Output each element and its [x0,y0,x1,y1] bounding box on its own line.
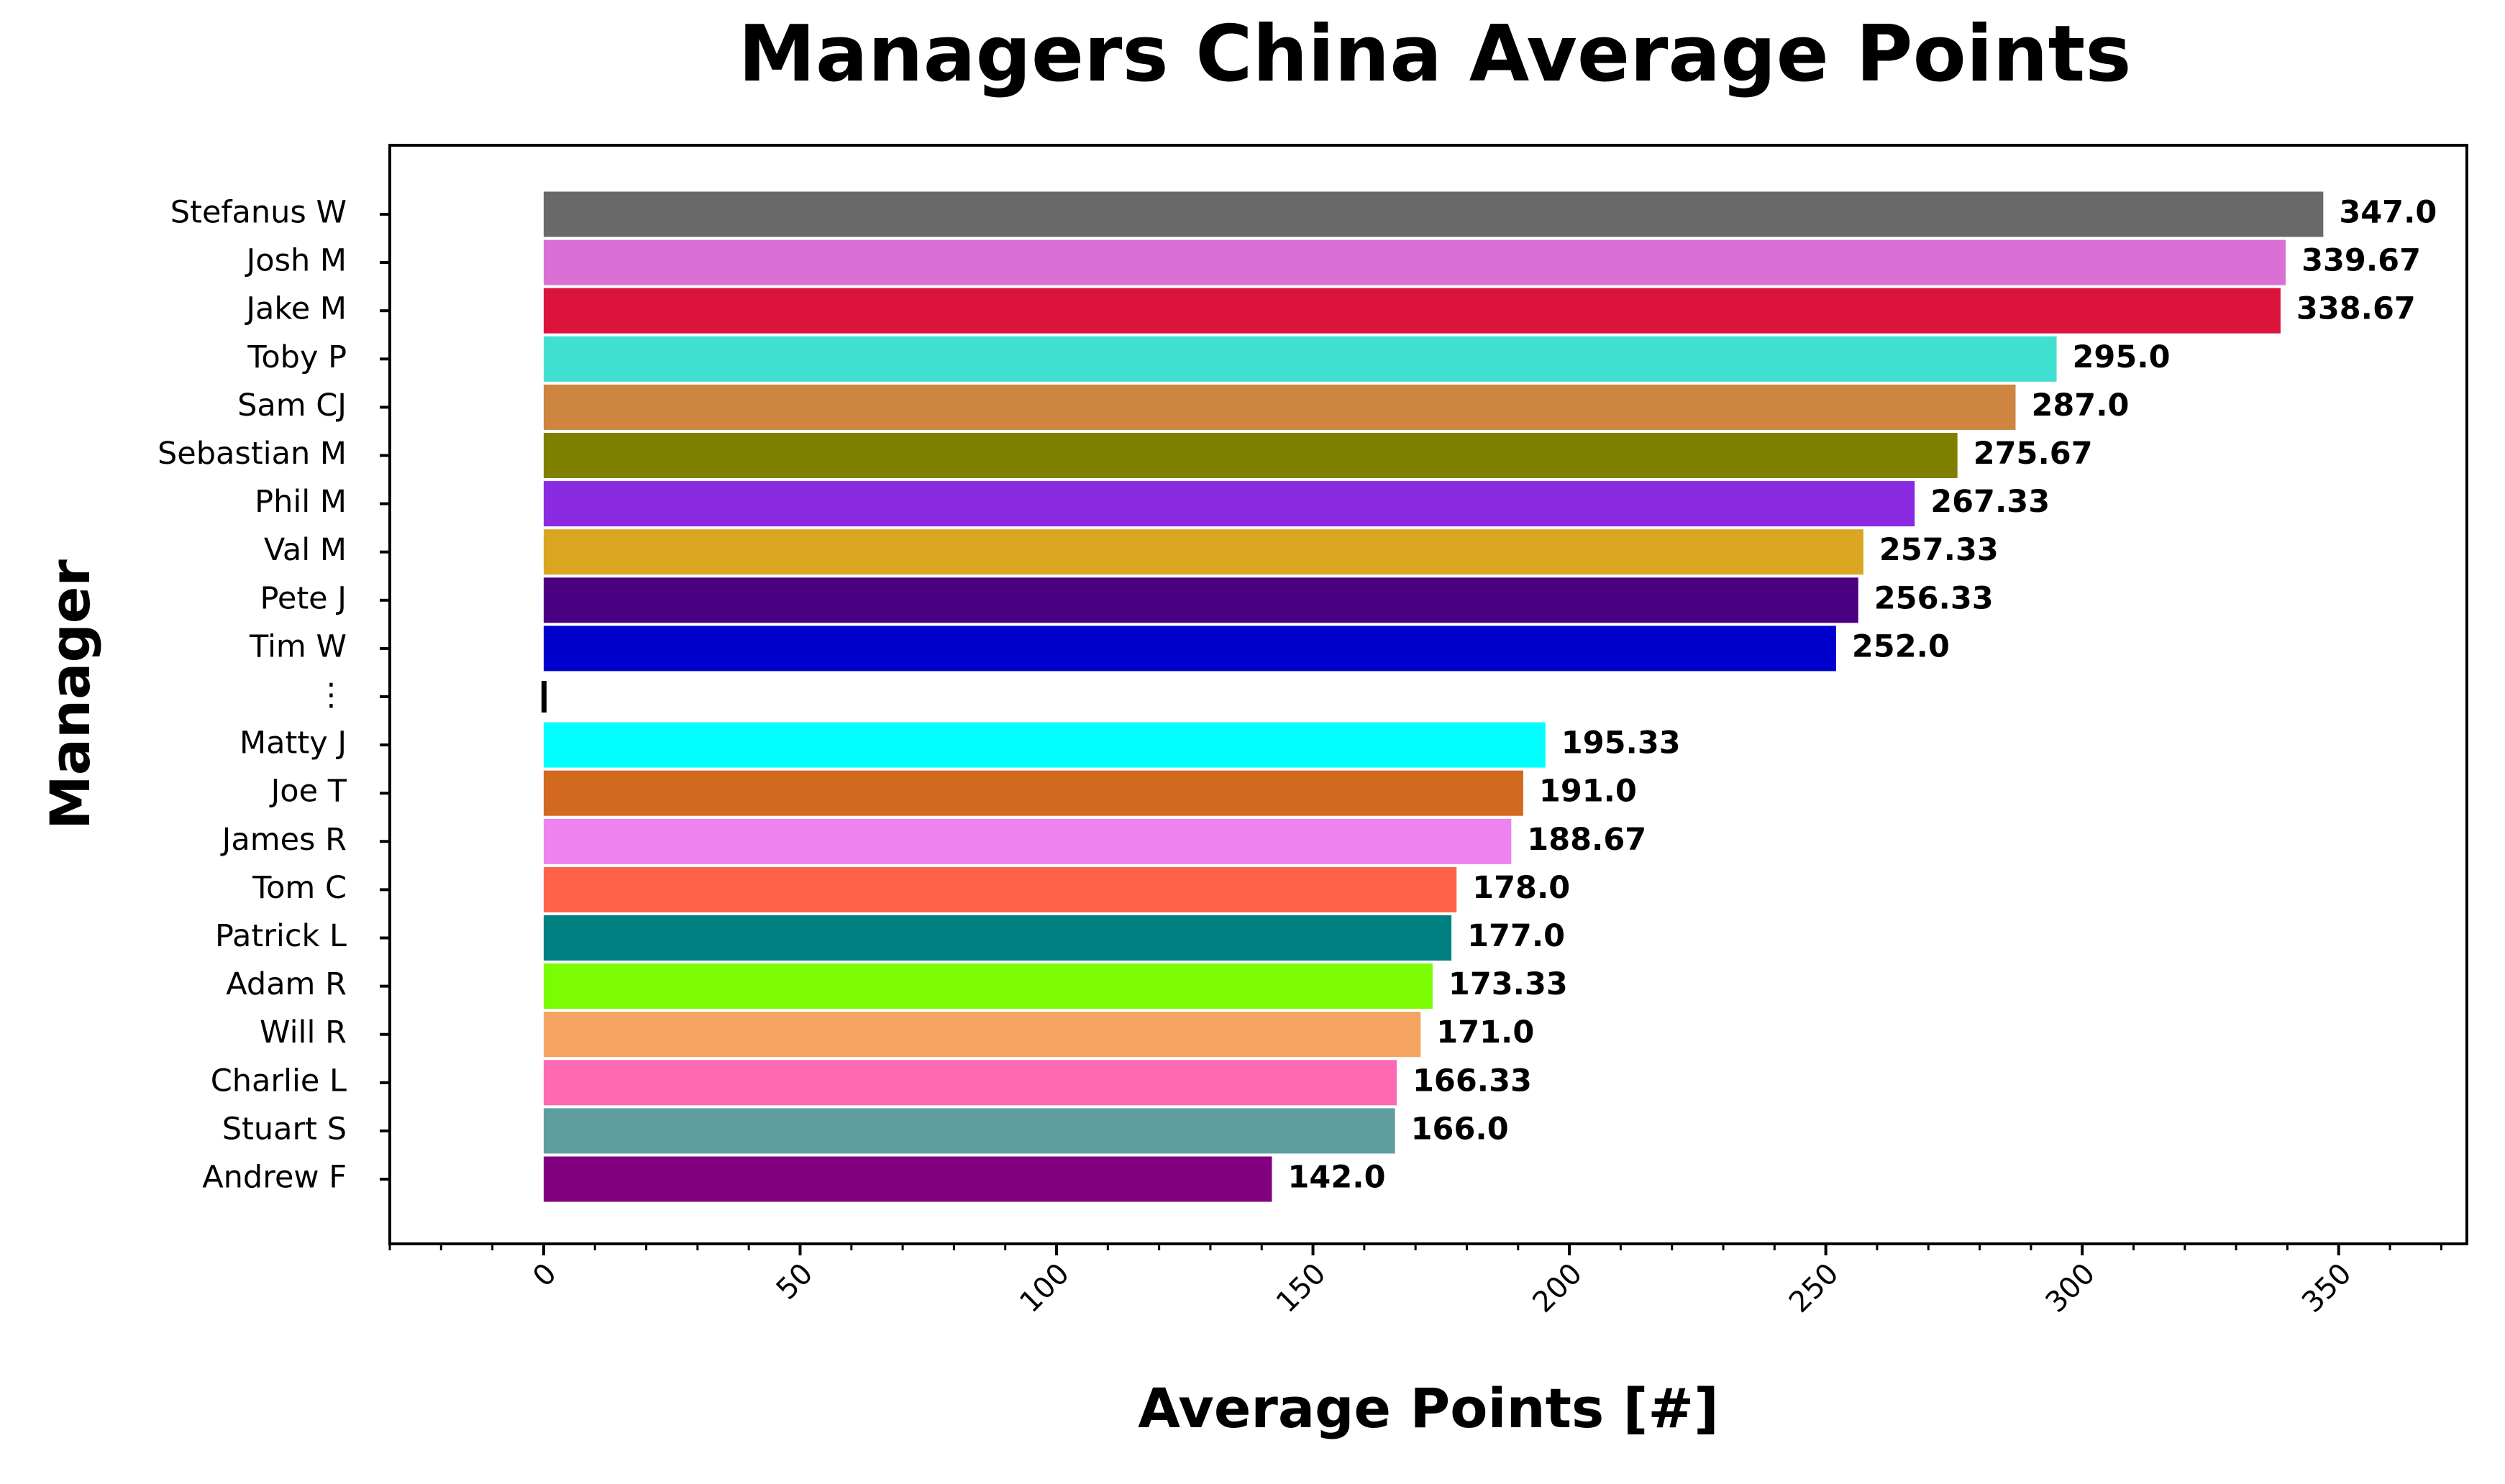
x-tick-label: 100 [1013,1257,1076,1319]
x-tick-label: 150 [1270,1257,1333,1319]
y-tick-label: Toby P [247,339,347,375]
bar [543,1108,1395,1154]
value-labels-layer: 347.0 339.67 338.67 295.0 287.0 275.67 267.33 2… [1288,195,2437,1196]
bar-value-label: 267.33 [1930,484,2050,520]
bar [543,529,1863,575]
bar [543,818,1512,864]
y-tick-label: Sam CJ [237,388,347,423]
bar [543,770,1523,816]
bar [543,626,1836,672]
bar-value-label: 178.0 [1472,870,1570,906]
bar-value-label: 171.0 [1436,1014,1534,1050]
bar [543,1060,1397,1106]
bar-value-label: 195.33 [1561,725,1681,761]
bar [543,481,1915,527]
x-tick-label: 50 [770,1257,820,1306]
bar-value-label: 275.67 [1974,436,2093,472]
y-tick-label: Stefanus W [170,195,347,231]
y-tick-label: Sebastian M [158,436,347,472]
y-tick-label: Phil M [255,484,347,520]
bar-value-label: 257.33 [1879,532,1999,568]
bar [543,191,2324,237]
y-tick-label: Tim W [249,628,347,664]
y-tick-label: Jake M [244,291,347,327]
x-axis-ticks: 0 50 100 150 200 250 300 350 [388,1244,2442,1319]
y-tick-label: Joe T [269,774,347,810]
bar [543,722,1546,768]
x-tick-label: 250 [1783,1257,1845,1319]
bar [543,1012,1421,1058]
bar [543,866,1457,912]
x-tick-label: 200 [1526,1257,1589,1319]
gap-marker [541,681,547,713]
bar-value-label: 287.0 [2031,388,2129,423]
bar [543,433,1958,478]
y-tick-label: Charlie L [211,1063,347,1099]
y-tick-label: Pete J [260,580,347,616]
bar-value-label: 252.0 [1852,628,1950,664]
bar-value-label: 339.67 [2301,243,2421,279]
y-axis-ticks: Stefanus W Josh M Jake M Toby P Sam CJ Sebast… [158,195,390,1196]
y-tick-label: James R [220,822,347,858]
y-tick-label: Stuart S [222,1111,347,1147]
chart-title: Managers China Average Points [738,9,2131,99]
bar-value-label: 166.0 [1411,1111,1509,1147]
bar [543,1156,1272,1202]
y-tick-label: Andrew F [202,1160,347,1196]
bar [543,239,2286,285]
y-tick-label: Will R [260,1014,347,1050]
bar-value-label: 166.33 [1413,1063,1532,1099]
bar [543,384,2016,430]
plot-frame [388,144,2468,1245]
bar-value-label: 338.67 [2296,291,2416,327]
x-axis-title: Average Points [#] [1138,1376,1719,1440]
x-tick-label: 350 [2296,1257,2358,1319]
bar [543,915,1452,961]
bar [543,288,2281,334]
bar [543,577,1858,623]
bar-value-label: 188.67 [1527,822,1646,858]
y-tick-label: Adam R [226,966,347,1002]
bar-value-label: 173.33 [1448,966,1568,1002]
y-axis-title: Manager [38,559,102,830]
y-tick-label: Tom C [252,870,347,906]
y-tick-label: Patrick L [215,918,347,954]
bars-layer [541,191,2324,1202]
bar [543,336,2057,382]
bar [543,963,1433,1009]
bar-value-label: 347.0 [2339,195,2437,231]
y-tick-label: ⋮ [316,677,347,713]
y-tick-label: Matty J [239,725,347,761]
bar-value-label: 177.0 [1467,918,1565,954]
bar-value-label: 142.0 [1288,1160,1386,1196]
x-tick-label: 300 [2040,1257,2102,1319]
y-tick-label: Val M [264,532,347,568]
y-tick-label: Josh M [245,243,347,279]
bar-value-label: 256.33 [1874,580,1994,616]
bar-value-label: 191.0 [1539,774,1637,810]
bar-value-label: 295.0 [2073,339,2171,375]
x-tick-label: 0 [526,1257,563,1293]
